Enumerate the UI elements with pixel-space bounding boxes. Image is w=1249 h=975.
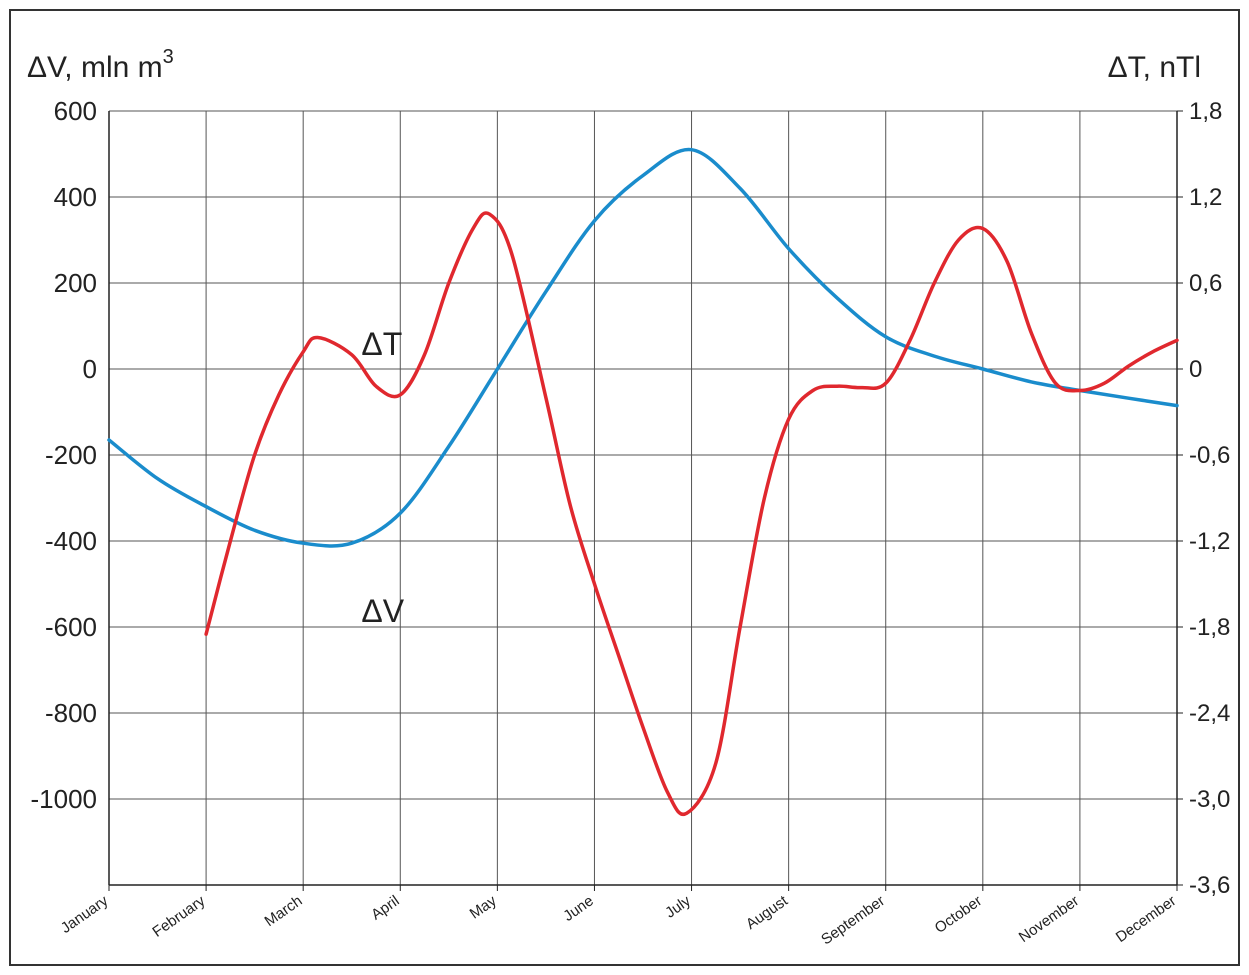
month-label: March bbox=[262, 892, 306, 930]
right-tick-label: -3,6 bbox=[1189, 872, 1230, 899]
left-tick-label: 400 bbox=[54, 182, 97, 212]
series-label: ΔV bbox=[361, 593, 404, 629]
month-label: June bbox=[560, 892, 596, 925]
month-label: December bbox=[1113, 892, 1179, 946]
month-label: July bbox=[662, 892, 694, 922]
month-label: February bbox=[149, 892, 208, 941]
left-tick-label: 600 bbox=[54, 96, 97, 126]
month-label: January bbox=[58, 892, 112, 937]
left-tick-label: -800 bbox=[45, 698, 97, 728]
right-tick-label: -0,6 bbox=[1189, 442, 1230, 469]
right-tick-label: -2,4 bbox=[1189, 700, 1230, 727]
left-tick-label: -600 bbox=[45, 612, 97, 642]
right-tick-label: -3,0 bbox=[1189, 786, 1230, 813]
left-axis-ticks: 600 400 200 0 -200 -400 -600 -800 -1000 bbox=[31, 96, 98, 814]
series-lines bbox=[107, 147, 1179, 817]
month-labels: January February March April May June July Augu… bbox=[58, 885, 1179, 948]
right-axis-ticks: 1,8 1,2 0,6 0 -0,6 -1,2 -1,8 -2,4 -3,0 -3,6 bbox=[1177, 98, 1230, 899]
right-tick-label: 1,2 bbox=[1189, 184, 1222, 211]
left-tick-label: -1000 bbox=[31, 784, 98, 814]
right-tick-label: 0 bbox=[1189, 356, 1202, 383]
month-label: September bbox=[818, 892, 888, 948]
right-tick-label: 1,8 bbox=[1189, 98, 1222, 125]
left-tick-label: -200 bbox=[45, 440, 97, 470]
series-annotations: ΔT ΔV bbox=[361, 326, 404, 629]
chart: 600 400 200 0 -200 -400 -600 -800 -1000 1,8 1,2 0,… bbox=[27, 46, 1230, 948]
series-line-delta-v bbox=[107, 147, 1179, 548]
right-axis-title: ΔT, nTl bbox=[1108, 51, 1201, 84]
grid bbox=[108, 110, 1178, 885]
left-tick-label: 0 bbox=[83, 354, 97, 384]
left-tick-label: 200 bbox=[54, 268, 97, 298]
axes bbox=[108, 111, 1178, 886]
right-tick-label: -1,8 bbox=[1189, 614, 1230, 641]
month-label: May bbox=[467, 892, 500, 922]
chart-frame: 600 400 200 0 -200 -400 -600 -800 -1000 1,8 1,2 0,… bbox=[9, 9, 1240, 966]
series-line-delta-t bbox=[204, 211, 1179, 817]
left-tick-label: -400 bbox=[45, 526, 97, 556]
month-label: April bbox=[368, 892, 402, 923]
month-label: October bbox=[932, 892, 985, 937]
left-axis-title: ΔV, mln m3 bbox=[27, 46, 174, 84]
month-label: November bbox=[1016, 892, 1082, 946]
series-label: ΔT bbox=[361, 326, 402, 362]
month-label: August bbox=[743, 892, 792, 933]
right-tick-label: -1,2 bbox=[1189, 528, 1230, 555]
right-tick-label: 0,6 bbox=[1189, 270, 1222, 297]
